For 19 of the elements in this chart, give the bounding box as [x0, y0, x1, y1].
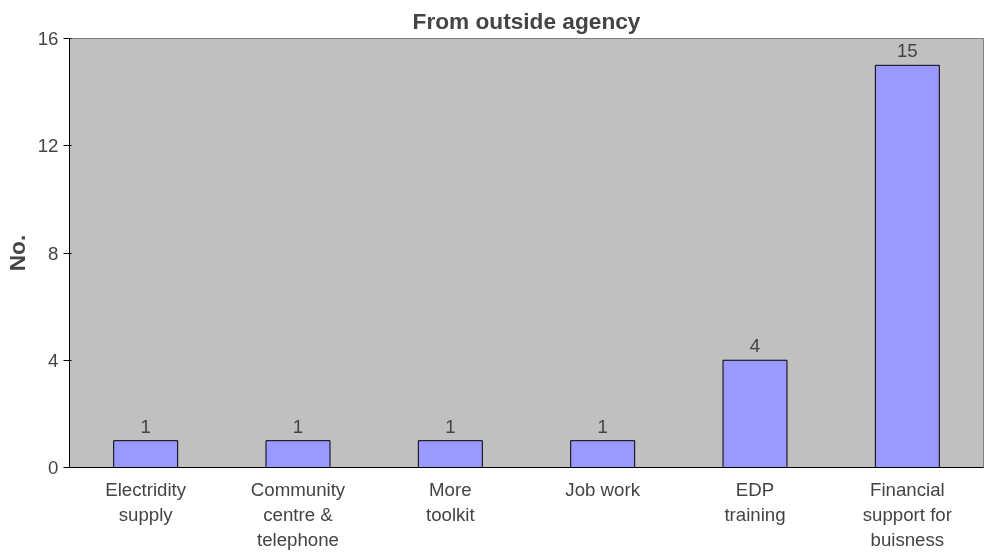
- data-label: 1: [292, 415, 304, 437]
- x-tick-label: More toolkit: [425, 478, 476, 525]
- data-label: 4: [749, 335, 761, 357]
- x-tick-label: Job work: [565, 478, 641, 500]
- x-tick-label: EDP training: [724, 478, 786, 525]
- chart-title: From outside agency: [412, 7, 641, 34]
- x-tick-label: Community centre & telephone: [250, 478, 346, 550]
- y-tick-label: 4: [48, 349, 59, 371]
- data-label: 15: [896, 40, 918, 62]
- y-tick-label: 16: [37, 28, 59, 49]
- data-label: 1: [597, 415, 608, 437]
- data-label: 1: [445, 415, 456, 437]
- y-tick-label: 0: [48, 457, 59, 478]
- x-tick-label: Electridity supply: [105, 478, 187, 525]
- y-tick-label: 12: [37, 135, 59, 157]
- y-tick-label: 8: [48, 242, 59, 264]
- y-axis-title: No.: [3, 234, 30, 272]
- data-label: 1: [140, 415, 151, 437]
- x-tick-label: Financial support for buisness: [862, 478, 952, 550]
